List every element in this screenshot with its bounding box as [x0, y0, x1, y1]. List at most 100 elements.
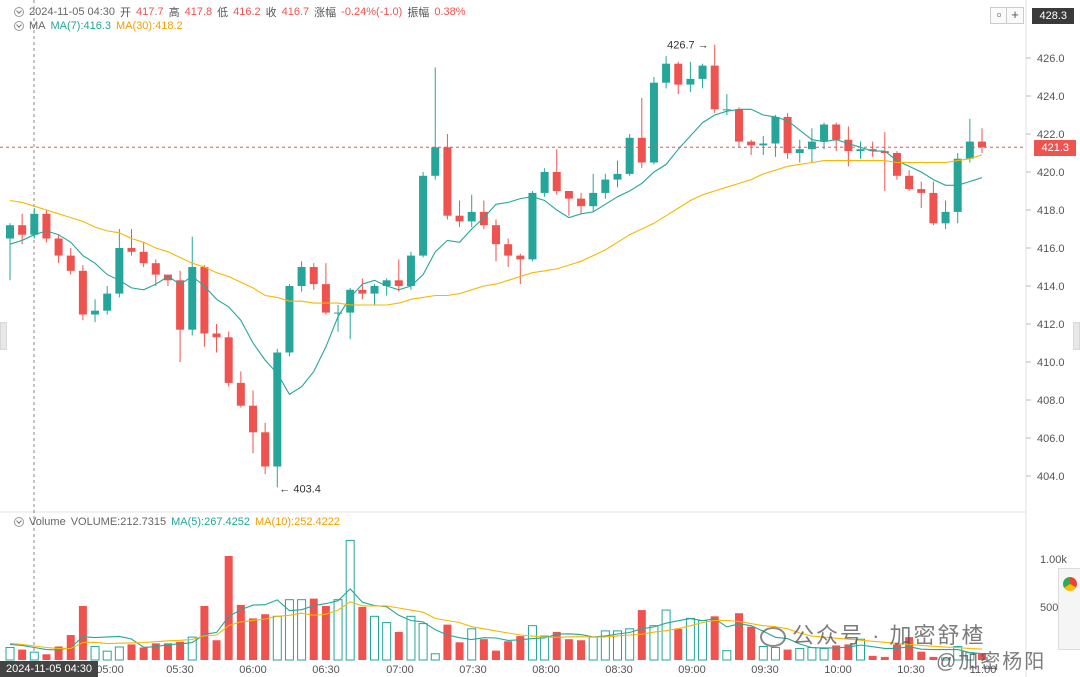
price-tick-label: 418.0	[1037, 205, 1065, 217]
candle-body	[297, 267, 306, 286]
candle-body	[54, 238, 63, 256]
volume-bar	[577, 640, 586, 660]
candle-body	[151, 263, 160, 275]
price-tick-label: 406.0	[1037, 433, 1065, 445]
time-axis-label: 07:00	[386, 664, 414, 676]
price-tick-label: 408.0	[1037, 395, 1065, 407]
volume-ma5-line	[9, 588, 983, 655]
volume-bar	[637, 610, 646, 660]
collapse-toggle-icon[interactable]	[14, 7, 24, 17]
volume-bar	[698, 619, 708, 661]
ma-collapse-icon[interactable]	[14, 21, 24, 31]
candle-body	[759, 143, 768, 146]
volume-bar	[224, 556, 233, 660]
volume-bar	[492, 650, 500, 660]
volume-bar	[284, 599, 294, 661]
candle-body	[309, 267, 318, 285]
volume-bar	[783, 649, 792, 660]
price-tick-label: 404.0	[1037, 471, 1065, 483]
browser-side-popup[interactable]	[1058, 568, 1080, 650]
candle-body	[467, 211, 476, 222]
candle-body	[528, 192, 537, 260]
change-value: -0.24%(-1.0)	[341, 6, 403, 18]
high-annotation: 426.7 →	[667, 40, 709, 52]
volume-bar	[674, 628, 683, 660]
price-tick-label: 424.0	[1037, 91, 1065, 103]
candle-body	[176, 280, 185, 330]
candle-body	[127, 248, 136, 252]
right-scroll-handle[interactable]	[1073, 322, 1080, 350]
volume-bar	[649, 625, 659, 661]
volume-bar	[42, 654, 51, 660]
candle-body	[710, 65, 719, 110]
candle-body	[783, 116, 792, 153]
volume-bar	[978, 653, 986, 660]
candle-body	[479, 211, 488, 226]
candle-body	[66, 255, 75, 271]
candle-body	[91, 310, 100, 315]
volume-bar	[795, 648, 805, 661]
candle-body	[321, 284, 330, 313]
time-axis-label: 10:00	[824, 664, 852, 676]
price-tick-label: 416.0	[1037, 243, 1065, 255]
candle-body	[30, 213, 39, 235]
volume-bar	[18, 649, 27, 660]
volume-bar	[905, 637, 914, 660]
volume-bar	[479, 639, 488, 660]
low-value: 416.2	[233, 6, 261, 18]
volume-label: Volume	[29, 516, 66, 528]
candle-body	[212, 333, 221, 338]
candle-body	[613, 173, 622, 180]
candle-body	[929, 192, 938, 224]
volume-bar	[747, 626, 756, 660]
time-axis-label: 05:30	[166, 664, 194, 676]
volume-bar	[613, 630, 622, 661]
candle-body	[577, 198, 586, 207]
time-axis-label: 06:00	[239, 664, 267, 676]
volume-bar	[770, 647, 780, 661]
volume-value: VOLUME:212.7315	[70, 516, 167, 528]
candle-body	[42, 213, 51, 239]
volume-bar	[819, 648, 829, 661]
volume-bar	[661, 609, 671, 661]
volume-bar	[176, 641, 185, 660]
volume-bar	[844, 644, 853, 660]
candle-body	[662, 63, 671, 83]
candle-body	[892, 153, 901, 176]
volume-bar	[406, 615, 416, 661]
candle-body	[406, 255, 415, 286]
current-price-tag: 421.3	[1034, 140, 1076, 156]
time-axis-label: 09:30	[751, 664, 779, 676]
volume-bar	[929, 656, 938, 660]
volume-bar	[430, 653, 440, 661]
candle-body	[540, 172, 549, 193]
volume-bar	[102, 650, 112, 661]
volume-collapse-icon[interactable]	[14, 517, 24, 527]
candle-body	[771, 116, 780, 144]
volume-bar	[187, 636, 197, 661]
left-scroll-handle[interactable]	[0, 322, 7, 350]
candle-body	[795, 149, 804, 153]
watermark-text: 公众号 · 加密舒楂	[760, 618, 986, 650]
candle-body	[261, 432, 270, 467]
volume-bar	[625, 628, 635, 661]
candle-body	[443, 147, 452, 216]
candle-body	[285, 286, 294, 353]
chrome-icon[interactable]	[1063, 577, 1077, 591]
volume-bar	[249, 618, 257, 660]
candle-body	[589, 192, 598, 207]
volume-bar	[139, 647, 148, 660]
volume-bar	[90, 645, 100, 661]
candle-body	[492, 225, 500, 245]
time-axis-label: 06:30	[312, 664, 340, 676]
price-tick-label: 412.0	[1037, 319, 1065, 331]
candle-body	[163, 274, 172, 281]
volume-ma5: MA(5):267.4252	[171, 516, 250, 528]
volume-bar	[321, 605, 330, 660]
crosshair-plus-button[interactable]: +	[1006, 7, 1024, 24]
candle-body	[200, 267, 209, 334]
volume-ma10: MA(10):252.4222	[254, 516, 340, 528]
candle-body	[236, 382, 245, 406]
volume-bar	[516, 636, 525, 660]
